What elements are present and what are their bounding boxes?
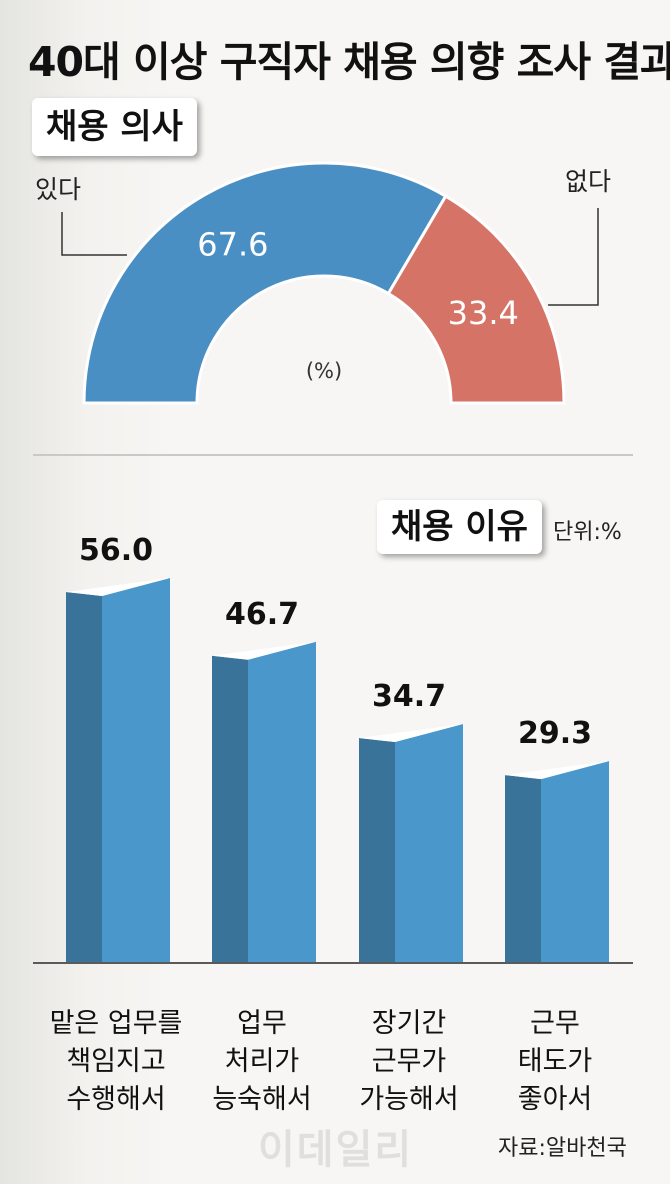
bar-category-label-2-2: 가능해서 xyxy=(359,1084,458,1115)
bar-value-label-1: 46.7 xyxy=(225,597,299,632)
bar-category-label-3-1: 태도가 xyxy=(518,1046,593,1077)
bar-value-label-0: 56.0 xyxy=(79,533,153,568)
bar-cap-1 xyxy=(212,641,316,660)
bar-category-label-1-1: 처리가 xyxy=(225,1046,300,1077)
bar-category-label-0-2: 수행해서 xyxy=(66,1084,165,1115)
bar-category-label-3-0: 근무 xyxy=(530,1008,580,1039)
section-divider xyxy=(33,454,633,456)
watermark: 이데일리 xyxy=(258,1127,414,1173)
bar-category-label-1-0: 업무 xyxy=(237,1008,287,1039)
bar-category-label-2-0: 장기간 xyxy=(372,1008,447,1039)
bar-category-label-2-1: 근무가 xyxy=(372,1046,447,1077)
bar-category-label-0-1: 책임지고 xyxy=(66,1046,165,1077)
gauge-label-yes: 있다 xyxy=(35,175,81,204)
bar-side-0 xyxy=(66,592,102,962)
bar-3 xyxy=(541,761,609,962)
hiring-intent-label: 채용 의사 xyxy=(32,98,197,156)
gauge-chart: 67.6 33.4 (%) 있다 없다 xyxy=(35,161,611,405)
bar-cap-3 xyxy=(505,761,609,780)
gauge-value-yes: 67.6 xyxy=(197,226,268,264)
bar-baseline xyxy=(33,962,633,964)
page-title: 40대 이상 구직자 채용 의향 조사 결과 xyxy=(28,38,670,86)
bar-2 xyxy=(395,724,463,962)
leader-line-yes xyxy=(61,212,127,256)
bar-side-1 xyxy=(212,655,248,962)
bar-cap-0 xyxy=(66,578,170,596)
bar-1 xyxy=(248,641,316,962)
gauge-slice-yes xyxy=(82,161,448,405)
gauge-slice-no xyxy=(386,194,566,405)
gauge-value-no: 33.4 xyxy=(448,294,519,332)
bar-category-label-0-0: 맡은 업무를 xyxy=(50,1008,183,1039)
bar-value-label-3: 29.3 xyxy=(518,716,592,751)
hiring-reason-label: 채용 이유 xyxy=(377,500,542,554)
bar-category-label-1-2: 능숙해서 xyxy=(212,1084,311,1115)
source-credit: 자료:알바천국 xyxy=(498,1136,627,1161)
bar-category-label-3-2: 좋아서 xyxy=(518,1084,593,1115)
bar-unit-label: 단위:% xyxy=(553,520,622,545)
bar-chart: 56.0맡은 업무를책임지고수행해서46.7업무처리가능숙해서34.7장기간근무… xyxy=(50,533,609,1115)
gauge-label-no: 없다 xyxy=(565,167,611,196)
gauge-unit-label: (%) xyxy=(306,359,342,383)
bar-cap-2 xyxy=(359,724,463,743)
bar-0 xyxy=(102,578,170,962)
bar-side-2 xyxy=(359,738,395,962)
bar-value-label-2: 34.7 xyxy=(372,679,446,714)
leader-line-no xyxy=(548,208,599,306)
bar-side-3 xyxy=(505,775,541,962)
